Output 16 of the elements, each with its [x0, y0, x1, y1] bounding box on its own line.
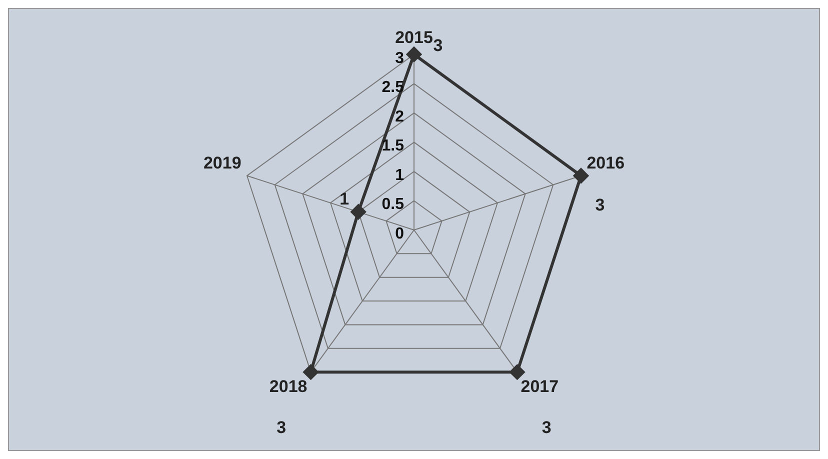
spoke-label: 2017 [520, 376, 559, 396]
data-label: 3 [542, 418, 552, 437]
y-tick-label: 2 [395, 108, 404, 126]
spoke-label: 2018 [269, 376, 308, 396]
data-label: 3 [595, 195, 605, 214]
data-label: 3 [433, 36, 443, 56]
data-label: 3 [276, 418, 286, 437]
y-tick-label: 0 [395, 225, 404, 242]
y-tick-label: 0.5 [382, 196, 404, 214]
spoke-label: 2015 [395, 28, 433, 47]
y-tick-label: 3 [395, 50, 404, 67]
spoke-label: 2019 [203, 153, 242, 172]
y-tick-label: 1 [395, 166, 404, 184]
data-label: 1 [340, 190, 350, 209]
y-tick-label: 1.5 [382, 138, 404, 155]
spoke-label: 2016 [586, 153, 625, 172]
